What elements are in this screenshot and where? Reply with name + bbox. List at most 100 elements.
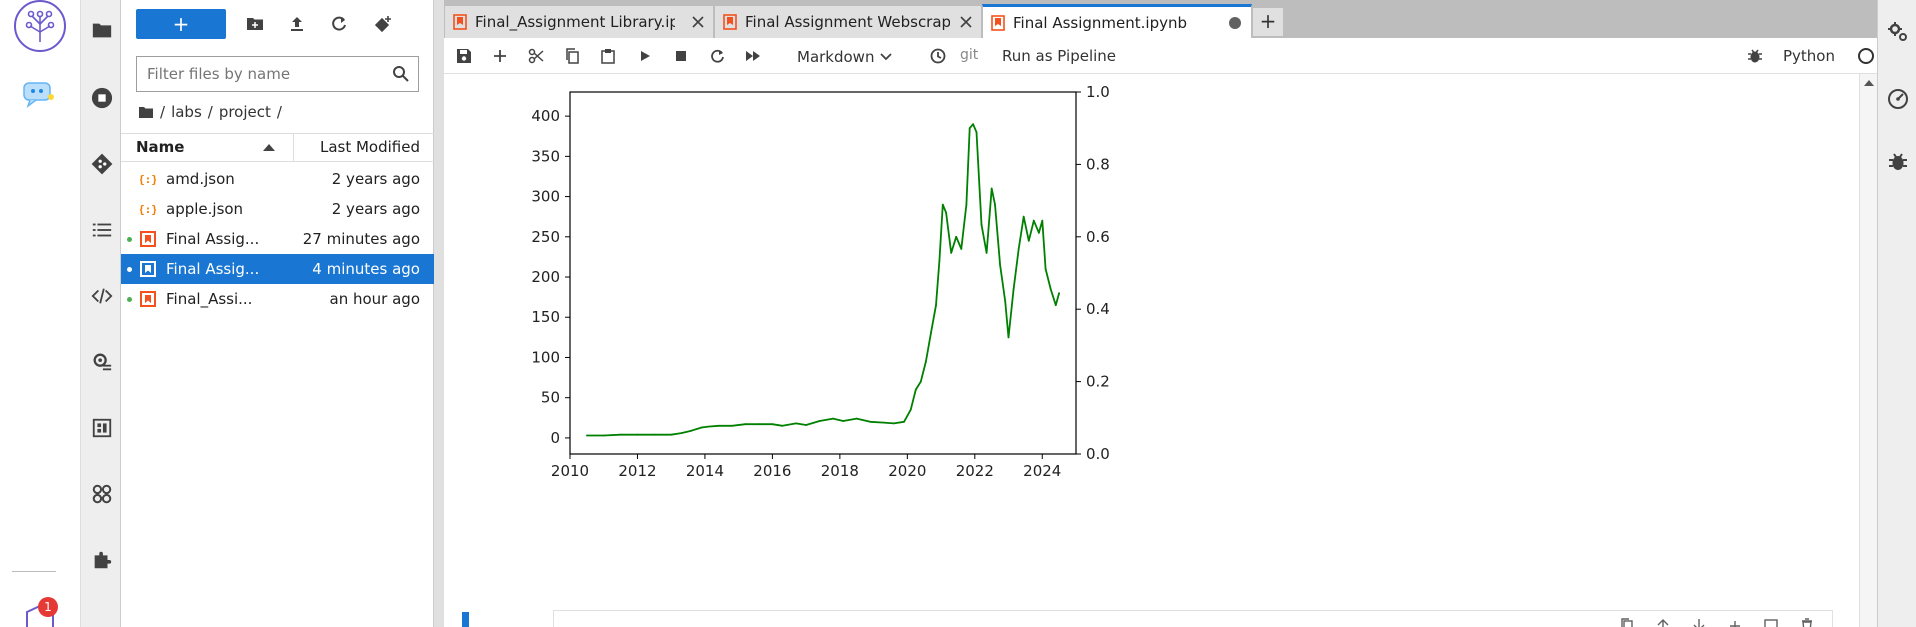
file-row-final-assig-1[interactable]: Final Assig... 27 minutes ago	[121, 224, 434, 254]
duplicate-cell-icon[interactable]	[1620, 618, 1634, 627]
kernel-name[interactable]: Python	[1783, 47, 1835, 65]
data-point	[1012, 288, 1015, 290]
data-point	[1027, 239, 1030, 242]
data-point	[771, 423, 774, 426]
git-icon[interactable]	[81, 144, 122, 184]
unsaved-changes-dot[interactable]	[1229, 16, 1241, 29]
last-modified-column-header[interactable]: Last Modified	[319, 138, 420, 156]
tab-final-assignment[interactable]: Final Assignment.ipynb	[982, 4, 1252, 38]
x-tick-label: 2024	[1023, 462, 1061, 480]
name-column-header[interactable]: Name	[121, 134, 294, 161]
breadcrumb-labs[interactable]: labs	[171, 103, 202, 121]
panel-splitter[interactable]	[434, 0, 444, 627]
data-point	[990, 187, 993, 190]
insert-cell-above-icon[interactable]	[1728, 618, 1742, 627]
git-diff-button[interactable]: git	[960, 47, 979, 63]
component-catalog-icon[interactable]	[81, 408, 122, 448]
data-point	[586, 434, 588, 437]
x-tick-label: 2022	[956, 462, 994, 480]
data-point	[1038, 231, 1040, 234]
history-clock-icon[interactable]	[926, 45, 950, 67]
tab-label: Final Assignment.ipynb	[1013, 13, 1188, 32]
file-row-amd-json[interactable]: {:} amd.json 2 years ago	[121, 164, 434, 194]
property-inspector-gears-icon[interactable]	[1886, 20, 1910, 44]
running-kernels-icon[interactable]	[81, 78, 122, 118]
tab-final-assignment-library[interactable]: Final_Assignment Library.ipy	[444, 5, 714, 38]
app-launcher-strip: 1	[0, 0, 80, 627]
refresh-icon[interactable]	[323, 9, 355, 39]
data-point	[700, 426, 703, 429]
data-point	[670, 433, 673, 436]
git-clone-icon[interactable]	[367, 9, 399, 39]
x-tick-label: 2014	[686, 462, 724, 480]
close-icon[interactable]	[957, 13, 975, 31]
add-tab-button[interactable]: +	[1252, 7, 1284, 37]
copy-icon[interactable]	[560, 45, 584, 67]
code-snippets-icon[interactable]	[81, 276, 122, 316]
run-cell-icon[interactable]	[633, 45, 657, 67]
paste-icon[interactable]	[596, 45, 620, 67]
file-row-final-assi[interactable]: Final_Assi... an hour ago	[121, 284, 434, 314]
data-point	[842, 420, 845, 422]
filter-files-input[interactable]	[137, 57, 382, 91]
data-point	[980, 223, 983, 226]
cell-type-dropdown[interactable]: Markdown	[797, 46, 893, 68]
data-point	[1032, 219, 1035, 222]
runtime-config-icon[interactable]	[81, 342, 122, 382]
breadcrumb: / labs / project /	[138, 101, 282, 123]
restart-run-all-icon[interactable]	[741, 45, 765, 67]
svg-text:{:}: {:}	[140, 203, 156, 216]
interrupt-kernel-icon[interactable]	[669, 45, 693, 67]
save-icon[interactable]	[452, 45, 476, 67]
data-point	[602, 434, 605, 437]
data-point	[941, 203, 944, 206]
close-icon[interactable]	[689, 13, 707, 31]
file-browser-icon[interactable]	[81, 10, 122, 50]
debugger-icon[interactable]	[1886, 150, 1910, 174]
data-point	[1022, 215, 1025, 218]
move-cell-down-icon[interactable]	[1692, 618, 1706, 627]
table-of-contents-icon[interactable]	[81, 210, 122, 250]
data-point	[717, 424, 720, 427]
file-modified: 27 minutes ago	[302, 230, 420, 248]
data-point	[965, 203, 968, 206]
file-modified: 4 minutes ago	[312, 260, 420, 278]
restart-kernel-icon[interactable]	[705, 45, 729, 67]
breadcrumb-project[interactable]: project	[218, 103, 271, 121]
home-folder-icon[interactable]	[138, 105, 154, 119]
debugger-bug-icon[interactable]	[1746, 47, 1764, 65]
output-line-chart: 0 50 100 150 200 250 300 350 400 0.0 0.2 0.4 0.6 0.8 1…	[531, 83, 1110, 480]
run-as-pipeline-button[interactable]: Run as Pipeline	[1002, 47, 1117, 65]
data-point	[935, 304, 937, 307]
notifications-icon[interactable]	[24, 604, 56, 627]
delete-cell-icon[interactable]	[1800, 618, 1814, 627]
resource-usage-gauge-icon[interactable]	[1886, 86, 1910, 110]
x-tick-label: 2016	[753, 462, 791, 480]
scroll-up-icon[interactable]	[1864, 80, 1874, 86]
cut-icon[interactable]	[524, 45, 548, 67]
next-code-cell[interactable]	[553, 610, 1833, 627]
extensions-graph-icon[interactable]	[81, 474, 122, 514]
file-name: Final Assig...	[166, 260, 260, 278]
tab-final-assignment-webscraping[interactable]: Final Assignment Webscrapi	[714, 5, 982, 38]
app-logo-icon[interactable]	[14, 0, 66, 52]
extension-manager-icon[interactable]	[81, 540, 122, 580]
insert-cell-icon[interactable]	[488, 45, 512, 67]
json-file-icon: {:}	[140, 203, 156, 216]
file-list: {:} amd.json 2 years ago {:} apple.json …	[121, 164, 434, 314]
y2-tick-label: 0.0	[1086, 445, 1110, 463]
file-row-apple-json[interactable]: {:} apple.json 2 years ago	[121, 194, 434, 224]
move-cell-up-icon[interactable]	[1656, 618, 1670, 627]
new-folder-icon[interactable]	[239, 9, 271, 39]
insert-cell-below-icon[interactable]	[1764, 618, 1778, 627]
file-row-final-assig-2[interactable]: Final Assig... 4 minutes ago	[121, 254, 434, 284]
y2-tick-label: 0.6	[1086, 228, 1110, 246]
chat-assistant-icon[interactable]	[22, 80, 56, 109]
upload-icon[interactable]	[281, 9, 313, 39]
y-tick-label: 250	[531, 228, 560, 246]
y2-tick-label: 0.4	[1086, 300, 1110, 318]
x-tick-label: 2020	[888, 462, 926, 480]
new-launcher-button[interactable]: +	[136, 9, 226, 39]
notebook-scrollbar[interactable]	[1859, 74, 1877, 627]
data-point	[950, 252, 953, 254]
